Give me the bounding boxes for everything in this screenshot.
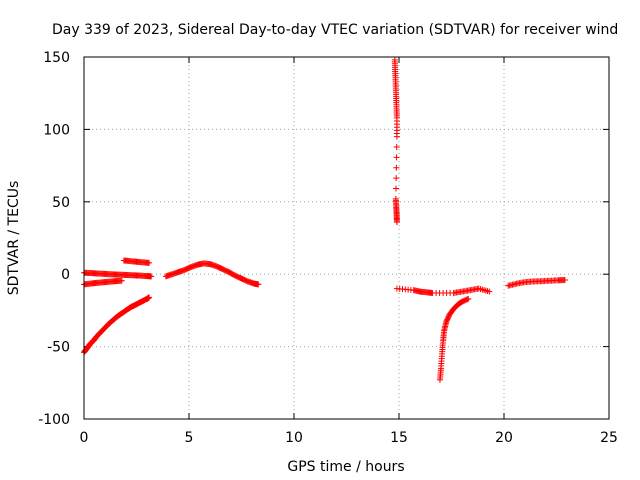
series-seg-short-high: [120, 257, 153, 266]
series-seg-right: [505, 276, 568, 289]
data-point: [465, 295, 472, 302]
x-axis-label: GPS time / hours: [287, 459, 404, 475]
x-tick-label: 0: [80, 430, 89, 446]
x-tick-label: 5: [185, 430, 194, 446]
y-tick-label: 150: [43, 50, 70, 66]
data-point: [393, 219, 400, 226]
y-tick-label: 0: [61, 267, 70, 283]
y-axis-label: SDTVAR / TECUs: [6, 181, 22, 296]
data-point: [561, 276, 568, 283]
data-point: [255, 281, 262, 288]
data-point: [393, 175, 400, 182]
series-seg-rising: [81, 294, 153, 356]
plot-frame: [83, 56, 610, 420]
y-tick-label: -50: [47, 340, 70, 356]
data-points: [81, 56, 568, 383]
series-seg-vertical: [391, 56, 400, 226]
data-point: [393, 185, 400, 192]
data-point: [393, 164, 400, 171]
x-tick-label: 15: [390, 430, 408, 446]
data-point: [146, 259, 153, 266]
data-point: [393, 133, 400, 140]
grid: [84, 57, 609, 419]
x-tick-label: 10: [285, 430, 303, 446]
chart-title: Day 339 of 2023, Sidereal Day-to-day VTE…: [52, 22, 618, 38]
data-point: [393, 144, 400, 151]
data-point: [118, 277, 125, 284]
series-seg-dip: [436, 295, 472, 383]
data-point: [486, 288, 493, 295]
y-tick-label: -100: [38, 412, 70, 428]
series-seg-hump: [162, 260, 262, 288]
data-point: [146, 294, 153, 301]
data-point: [393, 154, 400, 161]
series-seg-top-left: [81, 269, 155, 280]
y-tick-label: 100: [43, 122, 70, 138]
x-tick-label: 25: [600, 430, 618, 446]
axis-ticks: 0 5 10 15 20 25 -100 -50 0 50 100 150: [38, 50, 618, 446]
series-seg-mid: [393, 285, 493, 297]
y-tick-label: 50: [52, 195, 70, 211]
data-point: [148, 273, 155, 280]
x-tick-label: 20: [495, 430, 513, 446]
series-seg-upper-left: [81, 277, 125, 288]
